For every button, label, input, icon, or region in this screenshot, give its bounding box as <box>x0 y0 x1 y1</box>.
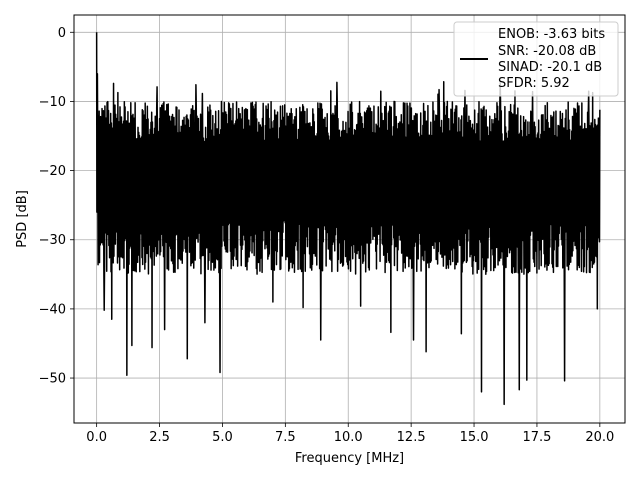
x-tick-label: 15.0 <box>460 430 489 445</box>
psd-series <box>95 32 601 406</box>
x-tick-label: 17.5 <box>522 430 551 445</box>
legend-line-sinad: SINAD: -20.1 dB <box>498 60 602 75</box>
x-tick-label: 10.0 <box>334 430 363 445</box>
y-tick-label: −40 <box>39 302 66 317</box>
x-tick-label: 2.5 <box>149 430 170 445</box>
legend-box <box>453 21 619 97</box>
legend-line-enob: ENOB: -3.63 bits <box>498 27 605 42</box>
y-tick-label: −10 <box>39 95 66 110</box>
plot-frame <box>73 14 626 424</box>
y-tick-label: −30 <box>39 233 66 248</box>
x-tick-label: 7.5 <box>275 430 296 445</box>
x-axis-label: Frequency [MHz] <box>295 451 404 466</box>
y-tick-label: 0 <box>58 26 66 41</box>
x-tick-label: 20.0 <box>585 430 614 445</box>
y-axis-ticks: 0 −10 −20 −30 −40 −50 <box>39 26 74 387</box>
legend: ENOB: -3.63 bits SNR: -20.08 dB SINAD: -… <box>453 21 619 97</box>
x-tick-label: 5.0 <box>212 430 233 445</box>
y-axis-label: PSD [dB] <box>15 190 30 248</box>
x-axis-ticks: 0.0 2.5 5.0 7.5 10.0 12.5 15.0 17.5 20.0 <box>86 423 614 445</box>
y-tick-label: −50 <box>39 372 66 387</box>
legend-line-snr: SNR: -20.08 dB <box>498 44 596 59</box>
y-tick-label: −20 <box>39 164 66 179</box>
x-tick-label: 0.0 <box>86 430 107 445</box>
x-tick-label: 12.5 <box>397 430 426 445</box>
legend-line-sfdr: SFDR: 5.92 <box>498 76 570 91</box>
psd-line <box>95 32 601 406</box>
